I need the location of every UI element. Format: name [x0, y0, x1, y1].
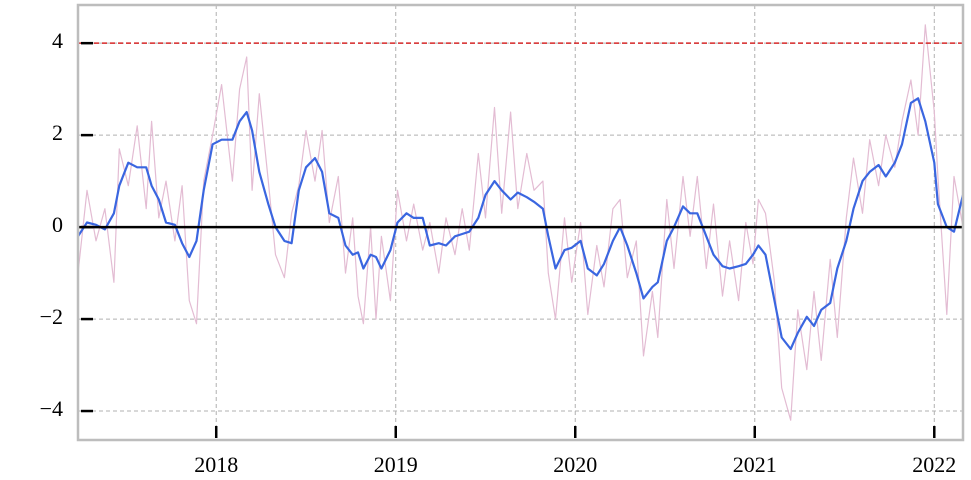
y-tick-label: 2	[52, 120, 63, 145]
y-tick-label: −2	[40, 304, 63, 329]
x-tick-label: 2018	[194, 452, 238, 477]
data-line	[77, 24, 964, 421]
plot-frame	[76, 3, 965, 442]
y-tick-label: 0	[52, 212, 63, 237]
data-line	[77, 97, 965, 351]
x-tick-label: 2021	[733, 452, 777, 477]
y-tick-label: −4	[40, 396, 63, 421]
x-tick-label: 2020	[553, 452, 597, 477]
x-tick-label: 2022	[912, 452, 956, 477]
y-tick-label: 4	[52, 28, 63, 53]
x-tick-label: 2019	[374, 452, 418, 477]
